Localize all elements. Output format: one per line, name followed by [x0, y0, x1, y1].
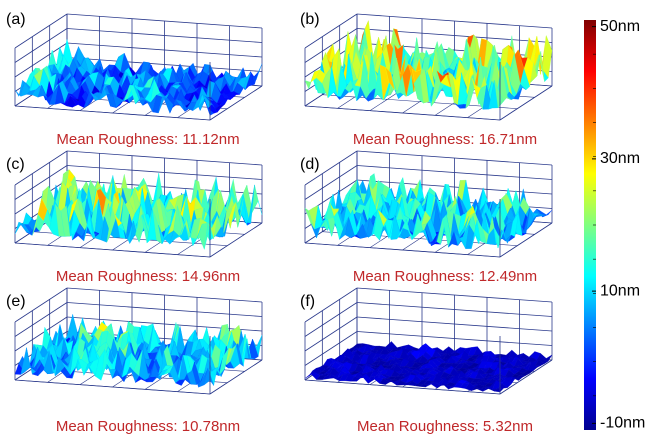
surface-plot: (e) Mean Roughness: 10.78nm — [6, 288, 262, 435]
box-line — [305, 106, 500, 120]
surface-plot: (a) Mean Roughness: 11.12nm — [6, 11, 262, 148]
caption: Mean Roughness: 12.49nm — [353, 268, 537, 285]
panel-label: (c) — [6, 156, 25, 173]
caption: Mean Roughness: 11.12nm — [56, 131, 239, 148]
caption: Mean Roughness: 10.78nm — [56, 418, 240, 435]
surface-plot: (d) Mean Roughness: 12.49nm — [300, 151, 552, 285]
panel-label: (b) — [300, 11, 320, 28]
surface-plot: (c) Mean Roughness: 14.96nm — [6, 151, 262, 285]
colorbar-label: -10nm — [600, 415, 645, 432]
box-line — [15, 243, 210, 257]
colorbar-label: 10nm — [600, 282, 640, 299]
surface-facet — [15, 222, 24, 234]
caption: Mean Roughness: 16.71nm — [353, 131, 537, 148]
caption: Mean Roughness: 14.96nm — [56, 268, 240, 285]
panel-label: (e) — [6, 293, 26, 310]
colorbar-label: 30nm — [600, 150, 640, 167]
caption: Mean Roughness: 5.32nm — [357, 418, 533, 435]
panel-label: (a) — [6, 11, 26, 28]
colorbar-label: 50nm — [600, 18, 640, 35]
panel-label: (d) — [300, 156, 320, 173]
surface-plot: (b) Mean Roughness: 16.71nm — [300, 11, 552, 148]
box-line — [305, 317, 357, 351]
box-line — [15, 106, 210, 120]
surface-plot: (f) Mean Roughness: 5.32nm — [300, 288, 552, 435]
panel-label: (f) — [300, 293, 315, 310]
